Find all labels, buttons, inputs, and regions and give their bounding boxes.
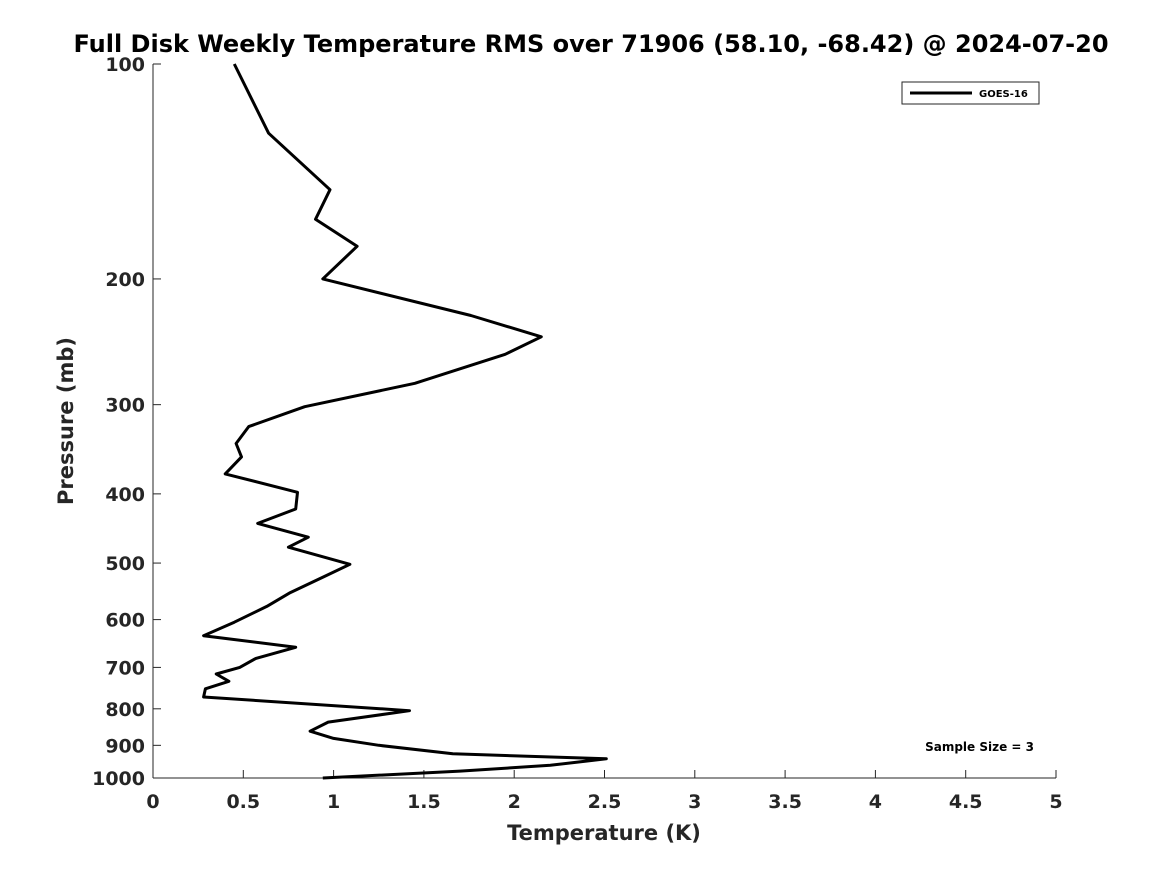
y-tick-label: 500 <box>105 553 145 575</box>
x-axis-ticks: 0 0.5 1 1.5 2 2.5 3 3.5 4 4.5 5 <box>146 770 1063 813</box>
y-tick-label: 300 <box>105 395 145 417</box>
axes-background <box>153 64 1056 778</box>
plot-area <box>152 64 1056 779</box>
sample-size-annotation: Sample Size = 3 <box>925 740 1034 754</box>
y-axis-ticks: 100 200 300 400 500 600 700 800 900 1000 <box>92 54 161 790</box>
x-tick-label: 4.5 <box>949 791 983 813</box>
x-tick-label: 3.5 <box>768 791 802 813</box>
series-layer <box>202 63 608 780</box>
x-tick-label: 4 <box>869 791 882 813</box>
x-tick-label: 0 <box>146 791 159 813</box>
series-line-goes-16 <box>202 63 608 780</box>
x-tick-label: 1.5 <box>407 791 441 813</box>
x-tick-label: 3 <box>688 791 701 813</box>
y-tick-label: 700 <box>105 657 145 679</box>
y-axis-label: Pressure (mb) <box>54 337 78 505</box>
y-tick-label: 200 <box>105 269 145 291</box>
x-tick-label: 5 <box>1049 791 1062 813</box>
chart-title: Full Disk Weekly Temperature RMS over 71… <box>73 30 1108 58</box>
y-tick-label: 600 <box>105 610 145 632</box>
y-tick-label: 400 <box>105 484 145 506</box>
y-tick-label: 900 <box>105 735 145 757</box>
y-tick-label: 800 <box>105 699 145 721</box>
y-tick-label: 1000 <box>92 768 145 790</box>
x-tick-label: 2 <box>508 791 521 813</box>
x-tick-label: 1 <box>327 791 340 813</box>
legend-label-goes-16: GOES-16 <box>979 89 1028 100</box>
y-tick-label: 100 <box>105 54 145 76</box>
legend: GOES-16 <box>901 81 1040 105</box>
x-axis-label: Temperature (K) <box>507 821 701 845</box>
x-tick-label: 2.5 <box>588 791 622 813</box>
x-tick-label: 0.5 <box>226 791 260 813</box>
